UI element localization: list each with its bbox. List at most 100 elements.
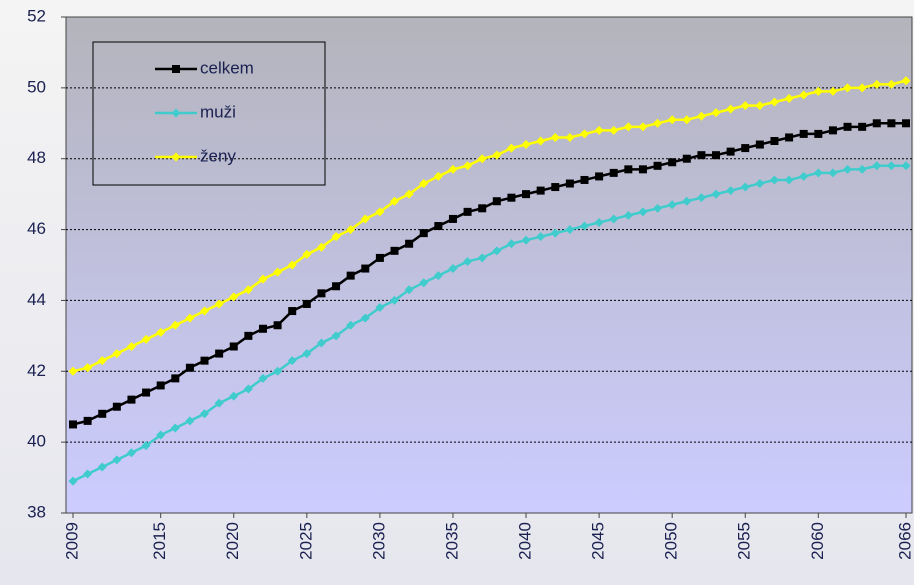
marker <box>448 164 458 174</box>
marker <box>696 111 706 121</box>
marker <box>185 313 195 323</box>
marker <box>448 264 458 274</box>
marker <box>638 207 648 217</box>
marker <box>550 132 560 142</box>
x-tick-label: 2040 <box>516 522 535 560</box>
marker <box>653 161 662 170</box>
marker <box>185 363 194 372</box>
marker <box>316 242 326 252</box>
marker <box>726 104 736 114</box>
x-tick-label: 2045 <box>589 522 608 560</box>
marker <box>740 101 750 111</box>
marker <box>170 320 180 330</box>
marker <box>507 193 516 202</box>
series-line <box>72 122 906 426</box>
marker <box>419 229 428 238</box>
marker <box>419 278 429 288</box>
marker <box>68 476 78 486</box>
marker <box>638 122 648 132</box>
marker <box>83 469 93 479</box>
marker <box>243 384 253 394</box>
marker <box>667 200 677 210</box>
y-tick-label: 50 <box>27 77 46 96</box>
x-tick-label: 2050 <box>662 522 681 560</box>
marker <box>653 118 663 128</box>
marker <box>112 349 122 359</box>
marker <box>536 136 546 146</box>
marker <box>740 182 750 192</box>
marker <box>799 90 809 100</box>
legend-marker <box>171 152 181 162</box>
marker <box>404 285 414 295</box>
marker <box>200 356 209 365</box>
marker <box>521 140 531 150</box>
marker <box>375 207 385 217</box>
marker <box>799 171 809 181</box>
marker <box>492 150 502 160</box>
marker <box>872 161 882 171</box>
x-tick-label: 2055 <box>735 522 754 560</box>
marker <box>127 395 136 404</box>
marker <box>565 179 574 188</box>
marker <box>886 161 896 171</box>
marker <box>682 154 691 163</box>
marker <box>288 307 297 316</box>
marker <box>433 171 443 181</box>
marker <box>886 79 896 89</box>
marker <box>813 86 823 96</box>
y-tick-label: 40 <box>27 432 46 451</box>
marker <box>273 321 282 330</box>
legend-marker <box>172 65 180 73</box>
marker <box>83 363 93 373</box>
marker <box>229 391 239 401</box>
marker <box>185 416 195 426</box>
marker <box>361 264 370 273</box>
marker <box>126 448 136 458</box>
marker <box>492 197 501 206</box>
marker <box>346 271 355 280</box>
marker <box>390 246 399 255</box>
marker <box>258 274 268 284</box>
legend-box <box>92 41 326 186</box>
marker <box>521 235 531 245</box>
marker <box>477 253 487 263</box>
series-line <box>72 164 906 483</box>
marker <box>536 232 546 242</box>
marker <box>316 338 326 348</box>
marker <box>98 409 107 418</box>
marker <box>595 172 604 181</box>
marker <box>682 196 692 206</box>
legend-label: ženy <box>200 146 236 165</box>
marker <box>828 126 837 135</box>
marker <box>755 101 765 111</box>
marker <box>551 183 560 192</box>
marker <box>638 165 647 174</box>
x-tick-label: 2066 <box>895 522 914 560</box>
marker <box>126 341 136 351</box>
marker <box>843 83 853 93</box>
marker <box>156 381 165 390</box>
marker <box>623 210 633 220</box>
marker <box>258 324 267 333</box>
y-tick-label: 44 <box>27 290 46 309</box>
marker <box>799 129 808 138</box>
marker <box>726 147 735 156</box>
marker <box>112 455 122 465</box>
marker <box>477 154 487 164</box>
marker <box>711 189 721 199</box>
x-tick-label: 2035 <box>442 522 461 560</box>
marker <box>550 228 560 238</box>
marker <box>609 214 619 224</box>
marker <box>872 119 881 128</box>
x-tick-label: 2025 <box>296 522 315 560</box>
marker <box>755 140 764 149</box>
marker <box>141 441 151 451</box>
y-tick-label: 38 <box>27 502 46 521</box>
marker <box>360 313 370 323</box>
marker <box>901 76 911 86</box>
x-tick-label: 2015 <box>150 522 169 560</box>
legend-label: muži <box>200 102 236 121</box>
marker <box>141 334 151 344</box>
marker <box>536 186 545 195</box>
